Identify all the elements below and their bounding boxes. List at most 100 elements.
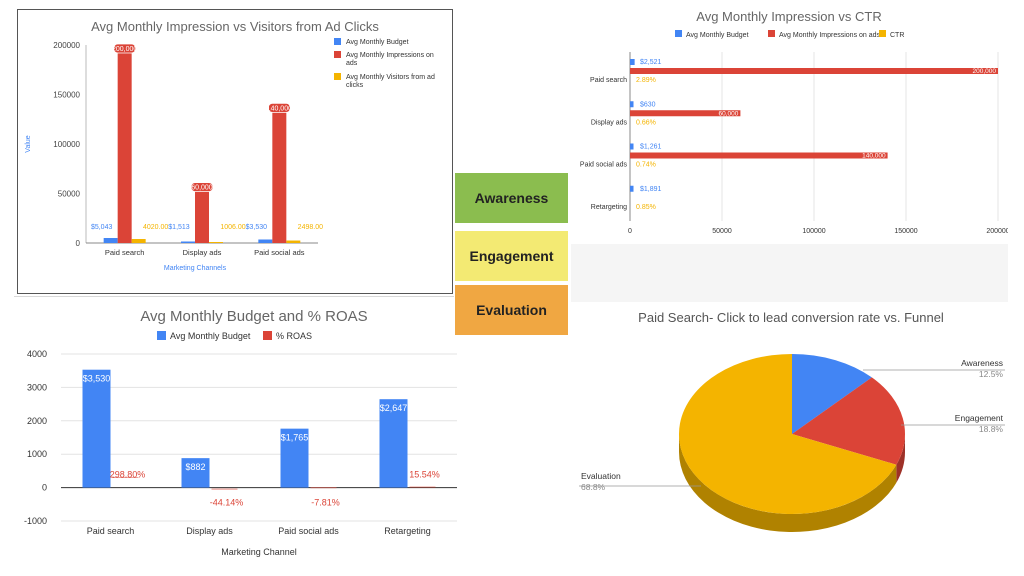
pie-label: Awareness	[961, 358, 1003, 368]
pie-percent: 68.8%	[581, 482, 606, 492]
data-label-badge	[267, 103, 291, 113]
x-tick-label: 50000	[712, 228, 732, 235]
x-tick-label: Display ads	[186, 526, 233, 536]
bar-avg-monthly-budget	[630, 185, 634, 192]
y-tick-label: 0	[42, 483, 47, 493]
pie-slice-awareness	[792, 354, 872, 434]
x-tick-label: Paid social ads	[254, 248, 305, 257]
funnel-engagement-label: Engagement	[469, 248, 554, 264]
chart-title: Avg Monthly Impression vs Visitors from …	[91, 19, 379, 34]
bar-avg-monthly-impressions-on-ads	[117, 45, 132, 243]
impressions-visitors-chart: Avg Monthly Impression vs Visitors from …	[25, 19, 435, 272]
legend-swatch	[334, 38, 341, 45]
data-label: 140,000	[267, 105, 292, 112]
x-axis-title: Marketing Channel	[221, 547, 297, 557]
y-tick-label: 4000	[27, 349, 47, 359]
pie-slice-evaluation	[679, 354, 897, 514]
data-label: 2498.00	[298, 224, 323, 231]
pie-percent: 18.8%	[979, 424, 1004, 434]
background-gap	[571, 244, 1008, 302]
legend-swatch	[675, 30, 682, 37]
bar-avg-monthly-budget	[630, 59, 635, 65]
legend-label: Avg Monthly Impressions on ads	[779, 32, 881, 39]
conversion-pie-chart-panel: Paid Search- Click to lead conversion ra…	[571, 304, 1008, 570]
bar-avg-monthly-visitors-from-ad-clicks	[131, 239, 146, 243]
bar-avg-monthly-budget	[181, 241, 195, 243]
pie-side-evaluation	[679, 434, 897, 532]
data-label: $1,261	[640, 144, 662, 151]
data-label: 0.66%	[636, 119, 656, 126]
data-label: $3,530	[246, 224, 268, 231]
bar-avg-monthly-impressions-on-ads	[195, 183, 209, 243]
x-tick-label: 150000	[894, 228, 917, 235]
y-tick-label: Retargeting	[591, 204, 627, 211]
chart-title: Avg Monthly Budget and % ROAS	[140, 308, 367, 325]
data-label: 2.89%	[636, 77, 656, 84]
x-axis-title: Marketing Channels	[164, 265, 227, 272]
data-label: $3,530	[83, 374, 111, 384]
y-axis-title: Value	[25, 135, 32, 152]
data-label: -44.14%	[210, 498, 244, 508]
data-label: 60,000	[719, 110, 739, 117]
chart-title: Avg Monthly Impression vs CTR	[696, 9, 881, 24]
data-label: 140,000	[862, 153, 886, 160]
data-label: $1,891	[640, 186, 662, 193]
legend-swatch	[157, 331, 166, 340]
y-tick-label: 150000	[53, 91, 80, 100]
bar-avg-monthly-budget	[82, 369, 111, 488]
data-label: $630	[640, 101, 656, 108]
data-label: 200,000	[973, 68, 997, 75]
legend-swatch	[879, 30, 886, 37]
y-tick-label: 2000	[27, 416, 47, 426]
x-tick-label: Paid social ads	[278, 526, 339, 536]
x-tick-label: Display ads	[183, 248, 222, 257]
bar-avg-monthly-budget	[258, 239, 273, 243]
data-label-badge	[113, 43, 137, 54]
bar-avg-monthly-budget	[379, 399, 408, 488]
x-tick-label: Retargeting	[384, 526, 431, 536]
chart-title: Paid Search- Click to lead conversion ra…	[638, 310, 944, 325]
bar-avg-monthly-impressions-on-ads	[630, 110, 741, 117]
x-tick-label: 0	[628, 228, 632, 235]
data-label: 0.85%	[636, 204, 656, 211]
legend-label: Avg Monthly Budget	[346, 39, 409, 46]
funnel-awareness-box: Awareness	[455, 173, 568, 223]
y-tick-label: Paid search	[590, 77, 627, 84]
budget-roas-chart-panel: Avg Monthly Budget and % ROAS Avg Monthly…	[17, 301, 567, 569]
data-label: 298.80%	[110, 470, 146, 480]
y-tick-label: 200000	[53, 41, 80, 50]
impressions-ctr-chart: Avg Monthly Impression vs CTR Avg Monthly…	[580, 9, 1008, 235]
legend-swatch	[334, 73, 341, 80]
bar-avg-monthly-impressions-on-ads	[630, 152, 888, 159]
data-label: 4020.00	[143, 224, 168, 231]
data-label: 15.54%	[409, 470, 440, 480]
y-tick-label: 100000	[53, 140, 80, 149]
x-tick-label: Paid search	[87, 526, 135, 536]
pie-percent: 12.5%	[979, 369, 1004, 379]
pie-label: Engagement	[955, 413, 1004, 423]
y-tick-label: 3000	[27, 382, 47, 392]
funnel-evaluation-label: Evaluation	[476, 302, 547, 318]
y-tick-label: Display ads	[591, 119, 628, 126]
funnel-engagement-box: Engagement	[455, 231, 568, 281]
data-label: $5,043	[91, 224, 113, 231]
legend-label: Avg Monthly Impressions on ads	[346, 52, 434, 67]
data-label: $1,765	[281, 433, 309, 443]
bar-avg-monthly-budget	[630, 101, 634, 108]
x-tick-label: 100000	[802, 228, 825, 235]
legend-swatch	[334, 51, 341, 58]
data-label: $2,647	[380, 403, 408, 413]
bar-avg-monthly-impressions-on-ads	[630, 68, 998, 74]
legend-label: Avg Monthly Budget	[686, 32, 749, 39]
budget-roas-chart: Avg Monthly Budget and % ROAS Avg Monthly…	[24, 308, 457, 557]
bar-avg-monthly-budget	[181, 458, 210, 488]
data-label: 60,000	[191, 185, 213, 192]
data-label-badge	[190, 182, 214, 193]
data-label: 1006.00	[220, 224, 245, 231]
y-tick-label: Paid social ads	[580, 162, 628, 169]
data-label: -7.81%	[311, 498, 340, 508]
y-tick-label: 50000	[58, 190, 81, 199]
legend-label: % ROAS	[276, 331, 312, 341]
y-tick-label: 0	[76, 239, 81, 248]
pie-label: Evaluation	[581, 471, 621, 481]
